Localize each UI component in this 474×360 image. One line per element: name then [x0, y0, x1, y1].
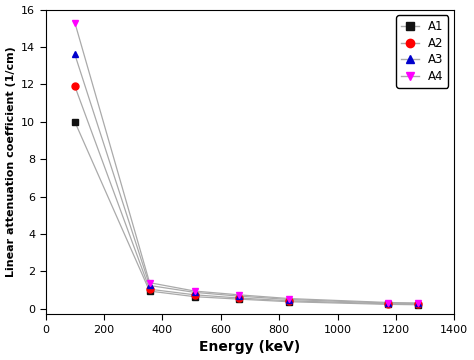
Y-axis label: Linear attenuation coefficient (1/cm): Linear attenuation coefficient (1/cm) — [6, 47, 16, 278]
Legend: A1, A2, A3, A4: A1, A2, A3, A4 — [396, 15, 448, 87]
X-axis label: Energy (keV): Energy (keV) — [200, 341, 301, 355]
